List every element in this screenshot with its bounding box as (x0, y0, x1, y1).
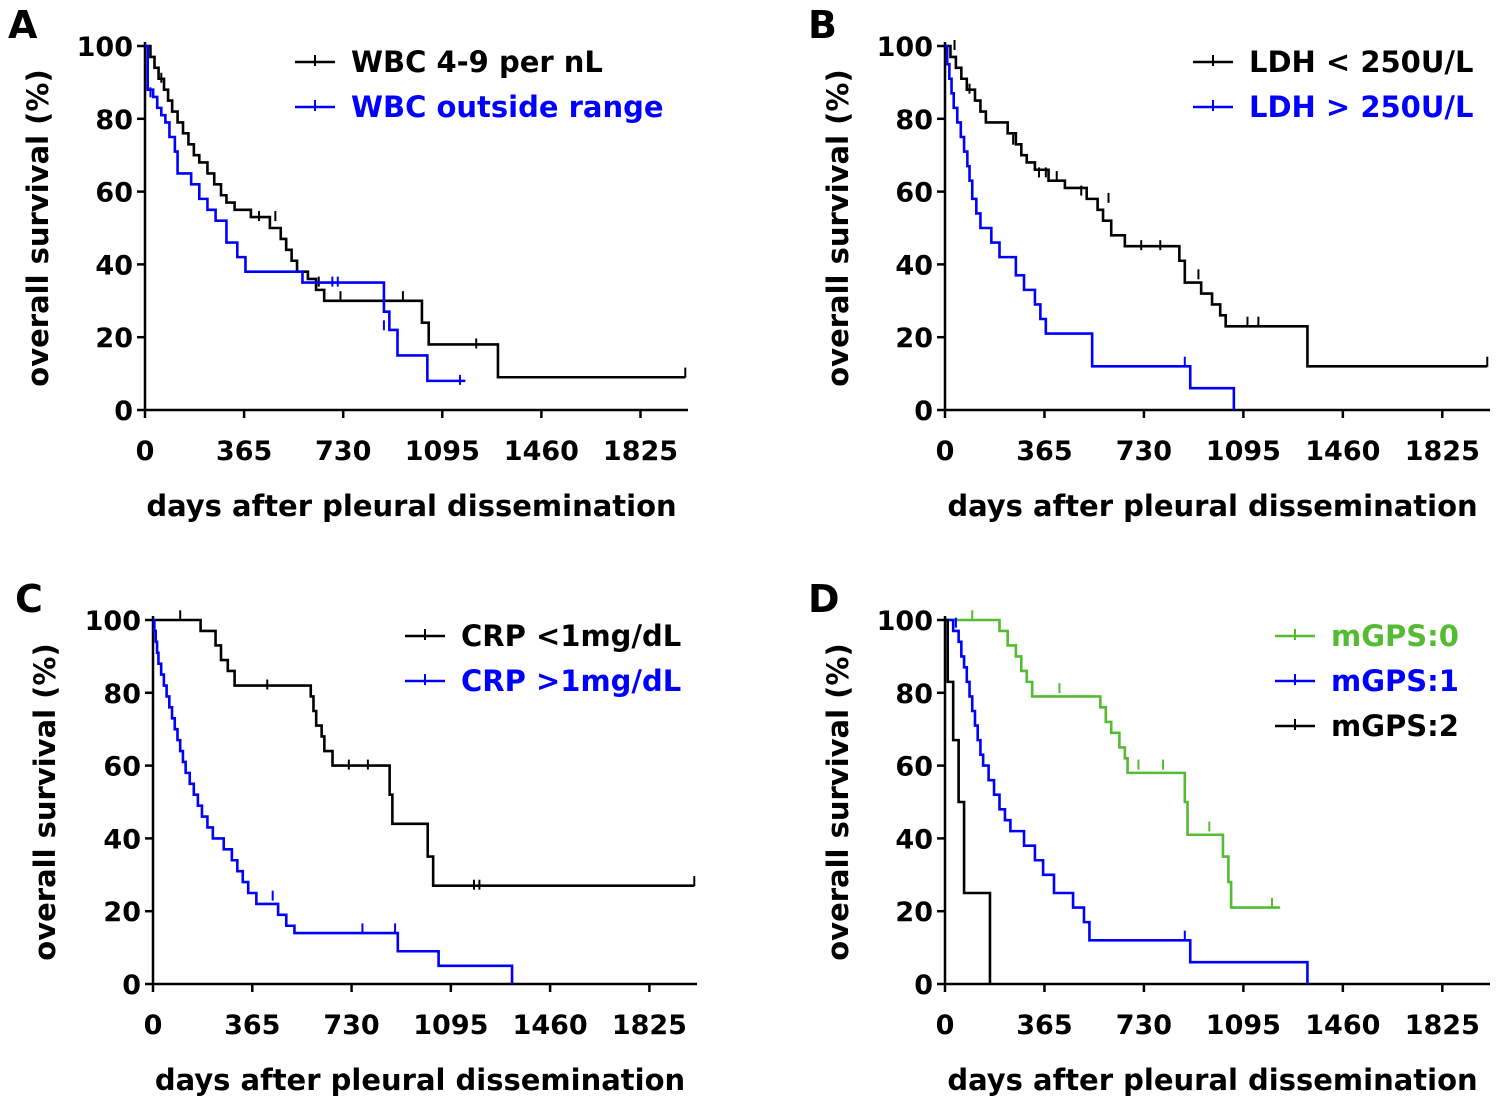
y-tick-label: 0 (914, 396, 933, 427)
y-tick-label: 20 (95, 323, 133, 354)
y-tick-label: 40 (95, 250, 133, 281)
x-tick-label: 730 (1116, 1010, 1172, 1041)
x-tick-label: 730 (315, 436, 371, 467)
y-tick-label: 60 (895, 752, 933, 783)
x-tick-label: 1095 (1206, 1010, 1281, 1041)
x-tick-label: 1460 (1305, 436, 1380, 467)
y-tick-label: 20 (103, 897, 141, 928)
x-tick-label: 1825 (1405, 436, 1480, 467)
series-line-2 (153, 618, 514, 984)
y-tick-label: 100 (877, 606, 933, 637)
y-tick-label: 0 (122, 970, 141, 1001)
y-axis-title: overall survival (%) (21, 69, 55, 386)
legend-label: WBC 4-9 per nL (351, 45, 603, 79)
y-tick-label: 100 (77, 32, 133, 63)
x-tick-label: 1825 (1405, 1010, 1480, 1041)
x-axis-title: days after pleural dissemination (947, 489, 1477, 523)
x-tick-label: 730 (323, 1010, 379, 1041)
y-tick-label: 80 (95, 105, 133, 136)
x-tick-label: 365 (224, 1010, 280, 1041)
x-tick-label: 1460 (504, 436, 579, 467)
x-tick-label: 365 (1016, 436, 1072, 467)
y-axis-title: overall survival (%) (821, 643, 855, 960)
series-line-2 (945, 618, 1309, 984)
x-tick-label: 0 (936, 436, 955, 467)
series-line-1 (945, 44, 1488, 368)
legend-label: mGPS:0 (1331, 619, 1459, 653)
panel-letter: B (808, 3, 837, 47)
legend-label: CRP >1mg/dL (461, 664, 681, 698)
x-tick-label: 1460 (1305, 1010, 1380, 1041)
legend-label: LDH < 250U/L (1249, 45, 1473, 79)
legend-entry-1: CRP <1mg/dL (405, 619, 681, 653)
panel-A: A 0 20 40 60 80 100 0 365 730 1095 1460 1825 days aft… (8, 3, 688, 523)
series-line-3 (945, 618, 992, 984)
x-tick-label: 365 (216, 436, 272, 467)
x-tick-label: 0 (936, 1010, 955, 1041)
panel-letter: C (15, 577, 43, 621)
y-tick-label: 40 (895, 824, 933, 855)
series-line-2 (945, 44, 1236, 410)
series-line-2 (145, 44, 466, 383)
y-axis-title: overall survival (%) (821, 69, 855, 386)
y-tick-label: 80 (103, 679, 141, 710)
y-tick-label: 60 (95, 178, 133, 209)
y-tick-label: 0 (114, 396, 133, 427)
legend-entry-3: mGPS:2 (1275, 709, 1459, 743)
x-tick-label: 365 (1016, 1010, 1072, 1041)
x-axis-title: days after pleural dissemination (155, 1063, 685, 1097)
x-tick-label: 1095 (1206, 436, 1281, 467)
panel-D: D 0 20 40 60 80 100 0 365 730 1095 1460 1825 days aft… (808, 577, 1490, 1097)
x-tick-label: 1825 (603, 436, 678, 467)
x-axis-title: days after pleural dissemination (146, 489, 676, 523)
x-axis-title: days after pleural dissemination (947, 1063, 1477, 1097)
legend-label: LDH > 250U/L (1249, 90, 1473, 124)
x-tick-label: 1825 (612, 1010, 687, 1041)
y-tick-label: 20 (895, 897, 933, 928)
y-tick-label: 60 (895, 178, 933, 209)
y-tick-label: 0 (914, 970, 933, 1001)
legend-entry-2: LDH > 250U/L (1193, 90, 1473, 124)
legend-entry-2: CRP >1mg/dL (405, 664, 681, 698)
x-tick-label: 1095 (405, 436, 480, 467)
y-axis-title: overall survival (%) (28, 643, 62, 960)
panel-C: C 0 20 40 60 80 100 0 365 730 1095 1460 1825 days aft… (15, 577, 697, 1097)
legend-entry-1: mGPS:0 (1275, 619, 1459, 653)
y-tick-label: 80 (895, 679, 933, 710)
y-tick-label: 80 (895, 105, 933, 136)
legend-label: mGPS:1 (1331, 664, 1459, 698)
panel-letter: D (808, 577, 840, 621)
y-tick-label: 20 (895, 323, 933, 354)
legend-entry-1: WBC 4-9 per nL (295, 45, 603, 79)
panel-B: B 0 20 40 60 80 100 0 365 730 1095 1460 1825 days aft… (808, 3, 1490, 523)
y-tick-label: 40 (895, 250, 933, 281)
legend-entry-2: WBC outside range (295, 90, 664, 124)
legend-label: mGPS:2 (1331, 709, 1459, 743)
panel-letter: A (8, 3, 38, 47)
x-tick-label: 1460 (513, 1010, 588, 1041)
series-line-1 (153, 618, 695, 888)
x-tick-label: 730 (1116, 436, 1172, 467)
series-line-1 (945, 618, 1281, 909)
x-tick-label: 1095 (413, 1010, 488, 1041)
y-tick-label: 100 (85, 606, 141, 637)
y-tick-label: 60 (103, 752, 141, 783)
legend-label: WBC outside range (351, 90, 664, 124)
series-line-1 (145, 44, 686, 379)
y-tick-label: 100 (877, 32, 933, 63)
legend-entry-2: mGPS:1 (1275, 664, 1459, 698)
x-tick-label: 0 (136, 436, 155, 467)
y-tick-label: 40 (103, 824, 141, 855)
legend-entry-1: LDH < 250U/L (1193, 45, 1473, 79)
x-tick-label: 0 (144, 1010, 163, 1041)
legend-label: CRP <1mg/dL (461, 619, 681, 653)
